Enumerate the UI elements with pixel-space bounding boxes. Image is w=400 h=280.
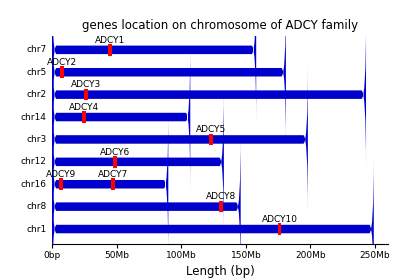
Text: ADCY8: ADCY8 bbox=[206, 192, 236, 202]
Text: ADCY6: ADCY6 bbox=[100, 148, 130, 157]
FancyBboxPatch shape bbox=[52, 132, 241, 280]
Title: genes location on chromosome of ADCY family: genes location on chromosome of ADCY fam… bbox=[82, 19, 358, 32]
FancyBboxPatch shape bbox=[52, 0, 256, 124]
X-axis label: Length (bp): Length (bp) bbox=[186, 265, 254, 278]
FancyBboxPatch shape bbox=[52, 43, 190, 191]
FancyBboxPatch shape bbox=[52, 110, 168, 258]
FancyBboxPatch shape bbox=[52, 155, 374, 280]
Text: chr7: chr7 bbox=[26, 45, 47, 54]
Text: chr1: chr1 bbox=[26, 225, 47, 234]
Text: chr14: chr14 bbox=[21, 113, 47, 122]
Text: ADCY5: ADCY5 bbox=[196, 125, 226, 134]
Text: ADCY7: ADCY7 bbox=[98, 170, 128, 179]
Bar bbox=[209, 134, 213, 145]
Text: ADCY4: ADCY4 bbox=[69, 103, 99, 112]
Bar bbox=[219, 201, 223, 213]
Text: ADCY2: ADCY2 bbox=[47, 58, 78, 67]
Bar bbox=[59, 178, 63, 190]
Bar bbox=[84, 89, 88, 101]
Text: chr5: chr5 bbox=[26, 68, 47, 77]
Text: ADCY1: ADCY1 bbox=[95, 36, 125, 45]
Text: chr2: chr2 bbox=[27, 90, 47, 99]
Text: ADCY10: ADCY10 bbox=[262, 215, 298, 224]
FancyBboxPatch shape bbox=[52, 65, 308, 214]
Text: chr3: chr3 bbox=[26, 135, 47, 144]
Text: ADCY9: ADCY9 bbox=[46, 170, 76, 179]
FancyBboxPatch shape bbox=[52, 0, 286, 146]
Bar bbox=[278, 223, 281, 235]
FancyBboxPatch shape bbox=[52, 20, 366, 169]
Text: ADCY3: ADCY3 bbox=[70, 80, 101, 90]
Bar bbox=[108, 44, 112, 56]
Bar bbox=[111, 178, 115, 190]
Bar bbox=[113, 156, 117, 168]
Text: chr16: chr16 bbox=[21, 180, 47, 189]
Bar bbox=[60, 66, 64, 78]
FancyBboxPatch shape bbox=[52, 88, 224, 236]
Text: chr8: chr8 bbox=[26, 202, 47, 211]
Text: chr12: chr12 bbox=[21, 157, 47, 166]
Bar bbox=[82, 111, 86, 123]
